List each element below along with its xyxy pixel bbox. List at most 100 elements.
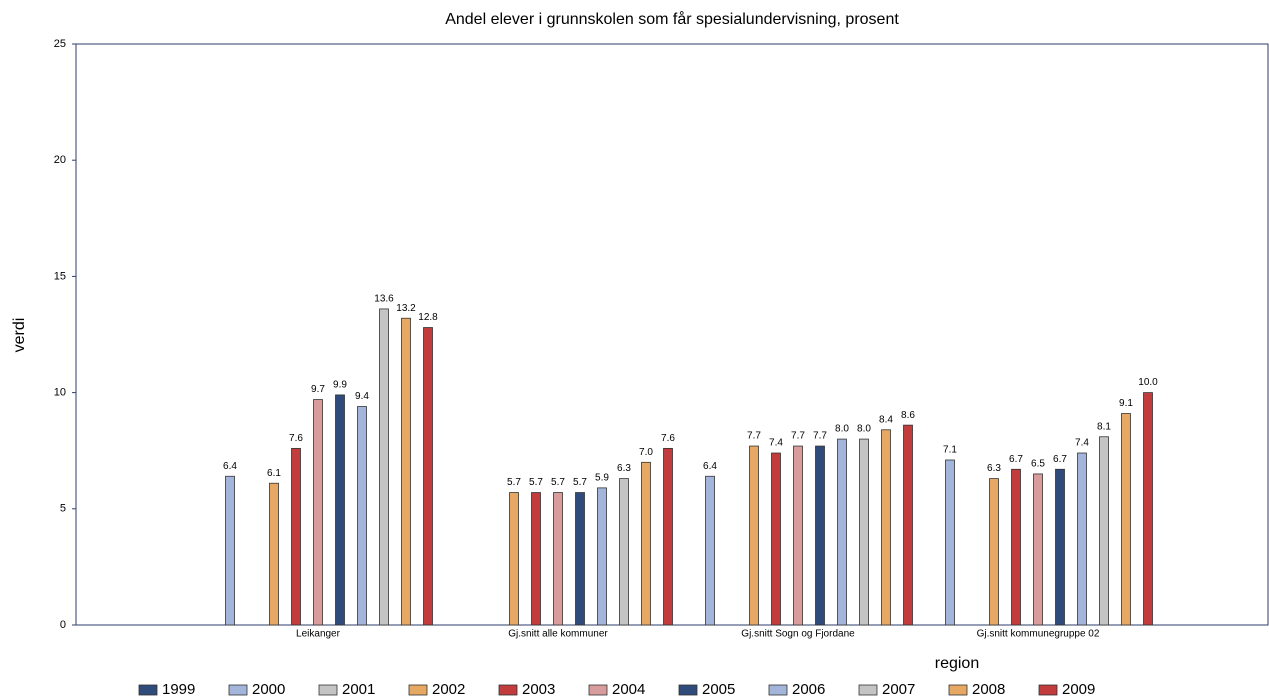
x-tick-label: Leikanger: [296, 629, 341, 640]
value-label: 5.7: [529, 477, 543, 488]
value-label: 9.1: [1119, 398, 1133, 409]
bar: [423, 327, 433, 626]
y-tick-label: 20: [54, 154, 66, 166]
value-label: 6.3: [617, 463, 631, 474]
legend-swatch: [948, 684, 968, 696]
bar: [663, 447, 673, 626]
x-tick-label: Gj.snitt kommunegruppe 02: [977, 629, 1100, 640]
legend-label: 1999: [162, 681, 195, 698]
y-tick-label: 25: [54, 38, 66, 50]
y-tick-label: 15: [54, 270, 66, 282]
bar: [815, 445, 825, 626]
value-label: 9.9: [333, 380, 347, 391]
legend-label: 2009: [1062, 681, 1095, 698]
value-label: 7.4: [1075, 438, 1089, 449]
bar: [313, 399, 323, 626]
legend-swatch: [768, 684, 788, 696]
value-label: 5.7: [551, 477, 565, 488]
bar: [379, 308, 389, 626]
legend-label: 2002: [432, 681, 465, 698]
value-label: 6.4: [223, 461, 237, 472]
bar: [903, 424, 913, 626]
bar: [401, 317, 411, 626]
legend-swatch: [858, 684, 878, 696]
bar: [749, 445, 759, 626]
value-label: 8.1: [1097, 421, 1111, 432]
legend-swatch: [408, 684, 428, 696]
value-label: 9.4: [355, 391, 369, 402]
bar: [357, 406, 367, 626]
bar: [1099, 436, 1109, 626]
bar: [597, 487, 607, 626]
value-label: 7.1: [943, 445, 957, 456]
value-label: 6.1: [267, 468, 281, 479]
legend-swatch: [318, 684, 338, 696]
value-label: 7.7: [747, 431, 761, 442]
value-label: 8.0: [857, 424, 871, 435]
value-label: 7.6: [661, 433, 675, 444]
bar: [575, 492, 585, 626]
value-label: 5.7: [507, 477, 521, 488]
y-tick-label: 5: [60, 503, 66, 515]
value-label: 7.0: [639, 447, 653, 458]
value-label: 6.7: [1009, 454, 1023, 465]
bar: [1055, 468, 1065, 626]
value-label: 5.9: [595, 473, 609, 484]
x-tick-label: Gj.snitt Sogn og Fjordane: [741, 629, 855, 640]
value-label: 6.5: [1031, 459, 1045, 470]
bar: [945, 459, 955, 626]
value-label: 7.7: [791, 431, 805, 442]
legend-label: 2007: [882, 681, 915, 698]
legend-swatch: [228, 684, 248, 696]
chart-title: Andel elever i grunnskolen som får spesi…: [445, 10, 899, 28]
bar: [1011, 468, 1021, 626]
bar: [619, 478, 629, 626]
bar: [1143, 392, 1153, 626]
value-label: 8.6: [901, 410, 915, 421]
value-label: 13.6: [374, 294, 394, 305]
bar: [509, 492, 519, 626]
value-label: 7.6: [289, 433, 303, 444]
legend-label: 2004: [612, 681, 645, 698]
x-axis-label: region: [935, 655, 979, 672]
bar: [1033, 473, 1043, 626]
bar: [859, 438, 869, 626]
legend-label: 2005: [702, 681, 735, 698]
legend-swatch: [1038, 684, 1058, 696]
value-label: 6.7: [1053, 454, 1067, 465]
y-axis-label: verdi: [11, 318, 28, 353]
value-label: 6.4: [703, 461, 717, 472]
bar: [1121, 413, 1131, 626]
legend-swatch: [588, 684, 608, 696]
legend-swatch: [678, 684, 698, 696]
bar: [771, 452, 781, 626]
bar: [989, 478, 999, 626]
bar: [1077, 452, 1087, 626]
bar: [291, 447, 301, 626]
y-tick-label: 0: [60, 619, 66, 631]
bar: [837, 438, 847, 626]
legend-label: 2000: [252, 681, 285, 698]
legend-label: 2003: [522, 681, 555, 698]
bar: [225, 475, 235, 626]
bar: [705, 475, 715, 626]
value-label: 9.7: [311, 384, 325, 395]
legend-label: 2006: [792, 681, 825, 698]
legend-label: 2001: [342, 681, 375, 698]
value-label: 10.0: [1138, 377, 1158, 388]
bar: [553, 492, 563, 626]
bar: [881, 429, 891, 626]
value-label: 6.3: [987, 463, 1001, 474]
value-label: 13.2: [396, 303, 416, 314]
value-label: 5.7: [573, 477, 587, 488]
bar: [793, 445, 803, 626]
legend-swatch: [498, 684, 518, 696]
legend-swatch: [138, 684, 158, 696]
value-label: 8.4: [879, 414, 893, 425]
value-label: 7.4: [769, 438, 783, 449]
value-label: 7.7: [813, 431, 827, 442]
legend-label: 2008: [972, 681, 1005, 698]
bar: [641, 461, 651, 626]
bar: [531, 492, 541, 626]
